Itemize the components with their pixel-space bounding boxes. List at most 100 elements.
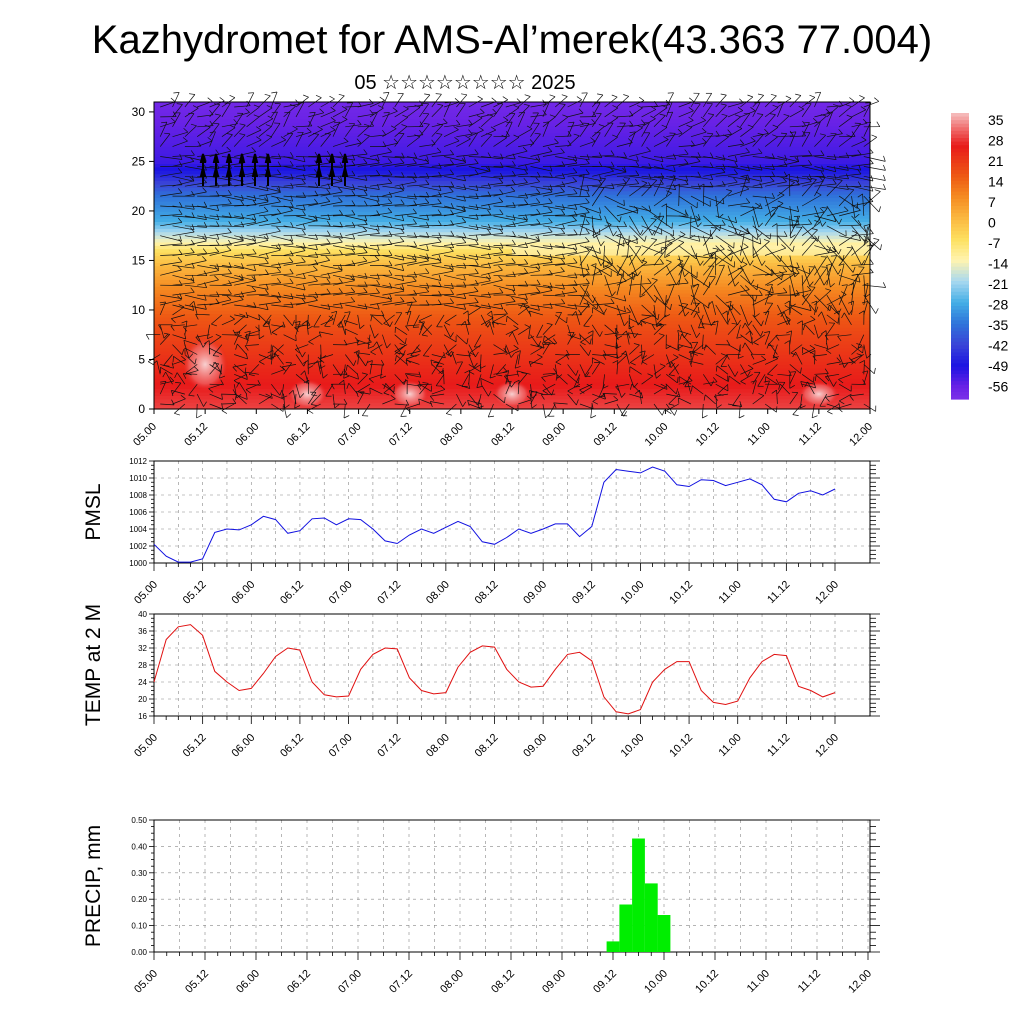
wind-barb [752,180,775,187]
wind-barb-flag [677,330,680,337]
wind-barb [407,255,429,260]
wind-barb [826,156,849,159]
wind-barb [172,344,183,356]
wind-barb [801,222,821,236]
wind-barb [592,185,615,189]
wind-barb [419,166,442,169]
wind-barb [233,113,244,127]
wind-barb [209,184,232,187]
wind-barb [248,364,260,375]
wind-barb-flag [178,238,183,245]
wind-barb-flag [668,361,673,368]
wind-barb-flag [405,325,410,331]
wind-barb-flag [555,361,562,366]
wind-barb-flag [778,191,785,196]
wind-barb [332,194,356,197]
wind-barb-flag [487,322,492,328]
wind-barb [690,93,700,108]
wind-barb-flag [412,276,417,282]
wind-barb-flag [463,184,467,190]
wind-barb-flag [810,178,817,180]
wind-barb-flag [702,415,708,419]
heatmap-band [154,303,870,308]
wind-barb [505,182,528,187]
wind-barb [604,294,626,302]
wind-barb [159,121,168,137]
wind-barb [332,108,348,118]
wind-barb [690,245,701,266]
colorbar-swatch [951,166,969,171]
wind-barb-flag [314,198,319,204]
wind-barb-flag [659,179,664,185]
x-tick-label: 08.00 [438,421,466,449]
y-tick-label: 32 [138,644,147,653]
wind-barb-flag [599,175,602,181]
wind-barb-flag [814,219,820,223]
wind-barb-flag [456,119,461,125]
wind-barb [801,132,811,147]
wind-barb-flag [710,380,714,387]
wind-barb [678,255,685,277]
wind-barb [394,334,406,345]
wind-barb-flag [747,94,754,98]
wind-barb-flag [302,223,306,230]
wind-barb [183,324,198,328]
wind-barb-flag [303,94,309,98]
wind-barb [184,320,188,335]
x-tick-label: 07.00 [336,968,364,996]
wind-barb-flag [738,415,745,419]
wind-barb [258,118,273,128]
wind-barb-flag [825,108,831,114]
wind-barb [665,354,672,368]
wind-barb-flag [874,189,881,192]
wind-barb [262,314,272,327]
wind-barb [690,175,713,181]
wind-barb-flag [771,223,778,227]
colorbar-swatch [951,216,969,221]
wind-barb-flag [331,310,337,314]
wind-barb [789,215,791,238]
wind-barb [258,126,272,137]
wind-barb [715,173,738,177]
wind-barb [431,265,454,270]
wind-barb-flag [623,306,626,312]
wind-barb-flag [511,382,516,388]
wind-barb [209,347,223,355]
wind-barb [863,239,880,256]
wind-barb [764,196,772,218]
wind-barb-flag [857,346,864,348]
wind-barb [737,344,741,359]
wind-barb [320,129,336,138]
wind-barb-flag [500,162,504,168]
wind-barb [814,92,822,108]
wind-barb [345,341,360,345]
wind-barb [518,143,534,147]
wind-barb-flag [307,325,313,330]
wind-barb [678,235,700,242]
wind-barb-flag [688,97,694,102]
wind-barb [345,153,368,157]
wind-barb-flag [488,203,491,210]
wind-barb-flag [582,284,589,286]
heatmap-band [154,255,870,260]
wind-barb [443,101,460,108]
wind-barb-flag [281,395,288,399]
wind-barb [431,224,454,227]
wind-barb [690,205,699,228]
wind-barb [851,266,865,286]
colorbar-swatch [951,138,969,143]
wind-barb-flag [811,228,818,231]
wind-barb [468,280,491,286]
wind-barb [653,107,668,118]
wind-barb-flag [445,353,452,356]
wind-barb [616,156,639,162]
wind-barb-flag [171,318,176,323]
wind-barb-flag [511,179,516,185]
x-tick-label: 05.12 [181,579,209,607]
wind-barb-flag [163,333,169,339]
wind-barb [777,224,800,227]
wind-barb-flag [722,154,726,161]
wind-barb [172,306,185,316]
wind-barb [728,375,741,385]
